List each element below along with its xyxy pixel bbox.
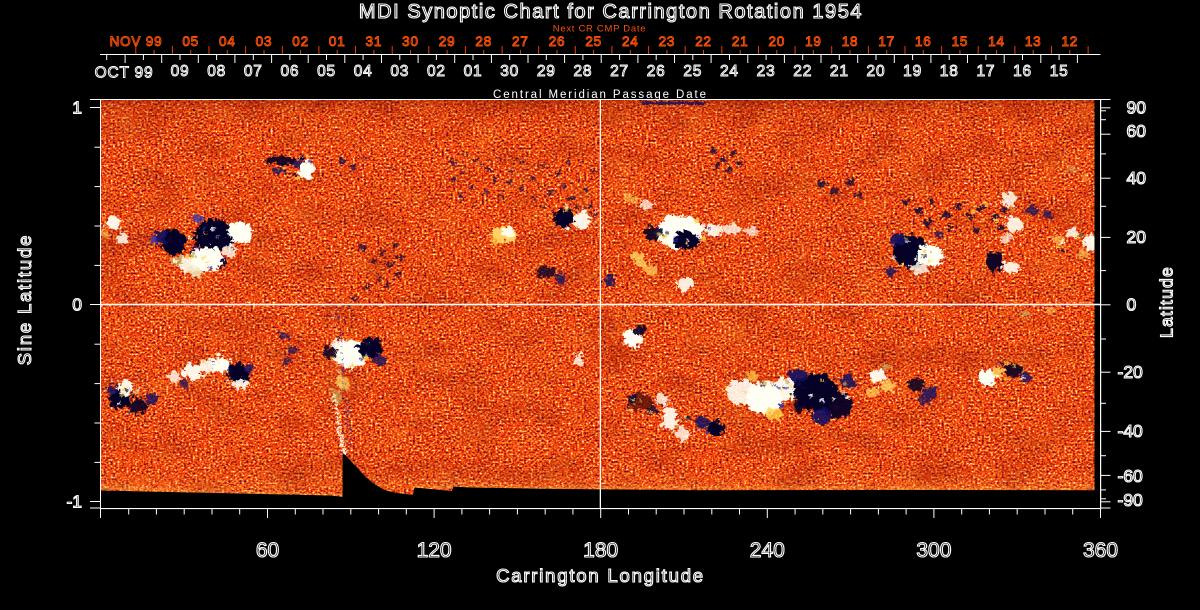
svg-text:60: 60	[1127, 121, 1147, 141]
svg-text:04: 04	[354, 63, 373, 80]
svg-text:22: 22	[793, 63, 812, 80]
svg-text:MDI Synoptic Chart for Car: MDI Synoptic Chart for Carrington Rotati…	[359, 1, 863, 23]
svg-text:OCT 99: OCT 99	[95, 65, 154, 82]
svg-text:120: 120	[417, 539, 452, 562]
svg-text:0: 0	[1127, 294, 1137, 314]
svg-text:Carrington Longitude: Carrington Longitude	[496, 565, 705, 586]
svg-text:25: 25	[683, 63, 702, 80]
svg-text:30: 30	[500, 63, 519, 80]
svg-text:26: 26	[647, 63, 666, 80]
svg-text:16: 16	[1013, 63, 1032, 80]
svg-text:180: 180	[583, 539, 618, 562]
svg-text:12: 12	[1062, 34, 1079, 49]
svg-text:14: 14	[988, 34, 1005, 49]
svg-text:24: 24	[622, 34, 639, 49]
svg-text:04: 04	[219, 34, 236, 49]
svg-text:24: 24	[720, 63, 739, 80]
svg-text:25: 25	[585, 34, 602, 49]
svg-text:22: 22	[695, 34, 712, 49]
svg-text:28: 28	[574, 63, 593, 80]
svg-text:40: 40	[1127, 168, 1147, 188]
svg-text:05: 05	[182, 34, 199, 49]
svg-text:09: 09	[171, 63, 190, 80]
svg-text:29: 29	[439, 34, 456, 49]
svg-text:06: 06	[280, 63, 299, 80]
svg-text:Central Meridian Passage Date: Central Meridian Passage Date	[493, 89, 708, 101]
svg-text:03: 03	[390, 63, 409, 80]
svg-text:18: 18	[940, 63, 959, 80]
svg-text:27: 27	[512, 34, 529, 49]
svg-text:300: 300	[916, 539, 951, 562]
svg-text:31: 31	[366, 34, 383, 49]
svg-text:29: 29	[537, 63, 556, 80]
svg-text:16: 16	[915, 34, 932, 49]
svg-text:1: 1	[72, 97, 82, 117]
svg-text:NOV 99: NOV 99	[110, 34, 163, 49]
svg-text:01: 01	[329, 34, 346, 49]
svg-text:-60: -60	[1118, 466, 1144, 486]
svg-text:-90: -90	[1118, 490, 1144, 510]
svg-text:-1: -1	[66, 491, 82, 511]
svg-text:21: 21	[830, 63, 849, 80]
svg-text:20: 20	[1127, 227, 1147, 247]
svg-text:07: 07	[244, 63, 263, 80]
svg-text:360: 360	[1083, 539, 1118, 562]
svg-text:28: 28	[475, 34, 492, 49]
svg-text:13: 13	[1025, 34, 1042, 49]
svg-text:240: 240	[750, 539, 785, 562]
svg-text:08: 08	[207, 63, 226, 80]
svg-text:90: 90	[1127, 97, 1147, 117]
svg-text:03: 03	[256, 34, 273, 49]
svg-text:01: 01	[464, 63, 483, 80]
svg-text:23: 23	[757, 63, 776, 80]
svg-text:26: 26	[549, 34, 566, 49]
svg-text:20: 20	[768, 34, 785, 49]
svg-text:02: 02	[292, 34, 309, 49]
svg-text:15: 15	[952, 34, 969, 49]
svg-text:Latitude: Latitude	[1157, 266, 1177, 338]
svg-text:20: 20	[867, 63, 886, 80]
svg-text:17: 17	[976, 63, 995, 80]
svg-text:19: 19	[903, 63, 922, 80]
svg-text:Next CR CMP Date: Next CR CMP Date	[553, 24, 646, 35]
svg-text:15: 15	[1050, 63, 1069, 80]
svg-text:05: 05	[317, 63, 336, 80]
svg-text:30: 30	[402, 34, 419, 49]
svg-text:21: 21	[732, 34, 749, 49]
svg-text:60: 60	[256, 539, 279, 562]
svg-text:-40: -40	[1118, 421, 1144, 441]
svg-text:17: 17	[878, 34, 895, 49]
svg-text:18: 18	[842, 34, 859, 49]
svg-text:-20: -20	[1118, 362, 1144, 382]
svg-text:27: 27	[610, 63, 629, 80]
svg-text:0: 0	[72, 294, 82, 314]
svg-text:02: 02	[427, 63, 446, 80]
svg-text:19: 19	[805, 34, 822, 49]
svg-text:23: 23	[659, 34, 676, 49]
svg-text:Sine Latitude: Sine Latitude	[14, 234, 35, 365]
